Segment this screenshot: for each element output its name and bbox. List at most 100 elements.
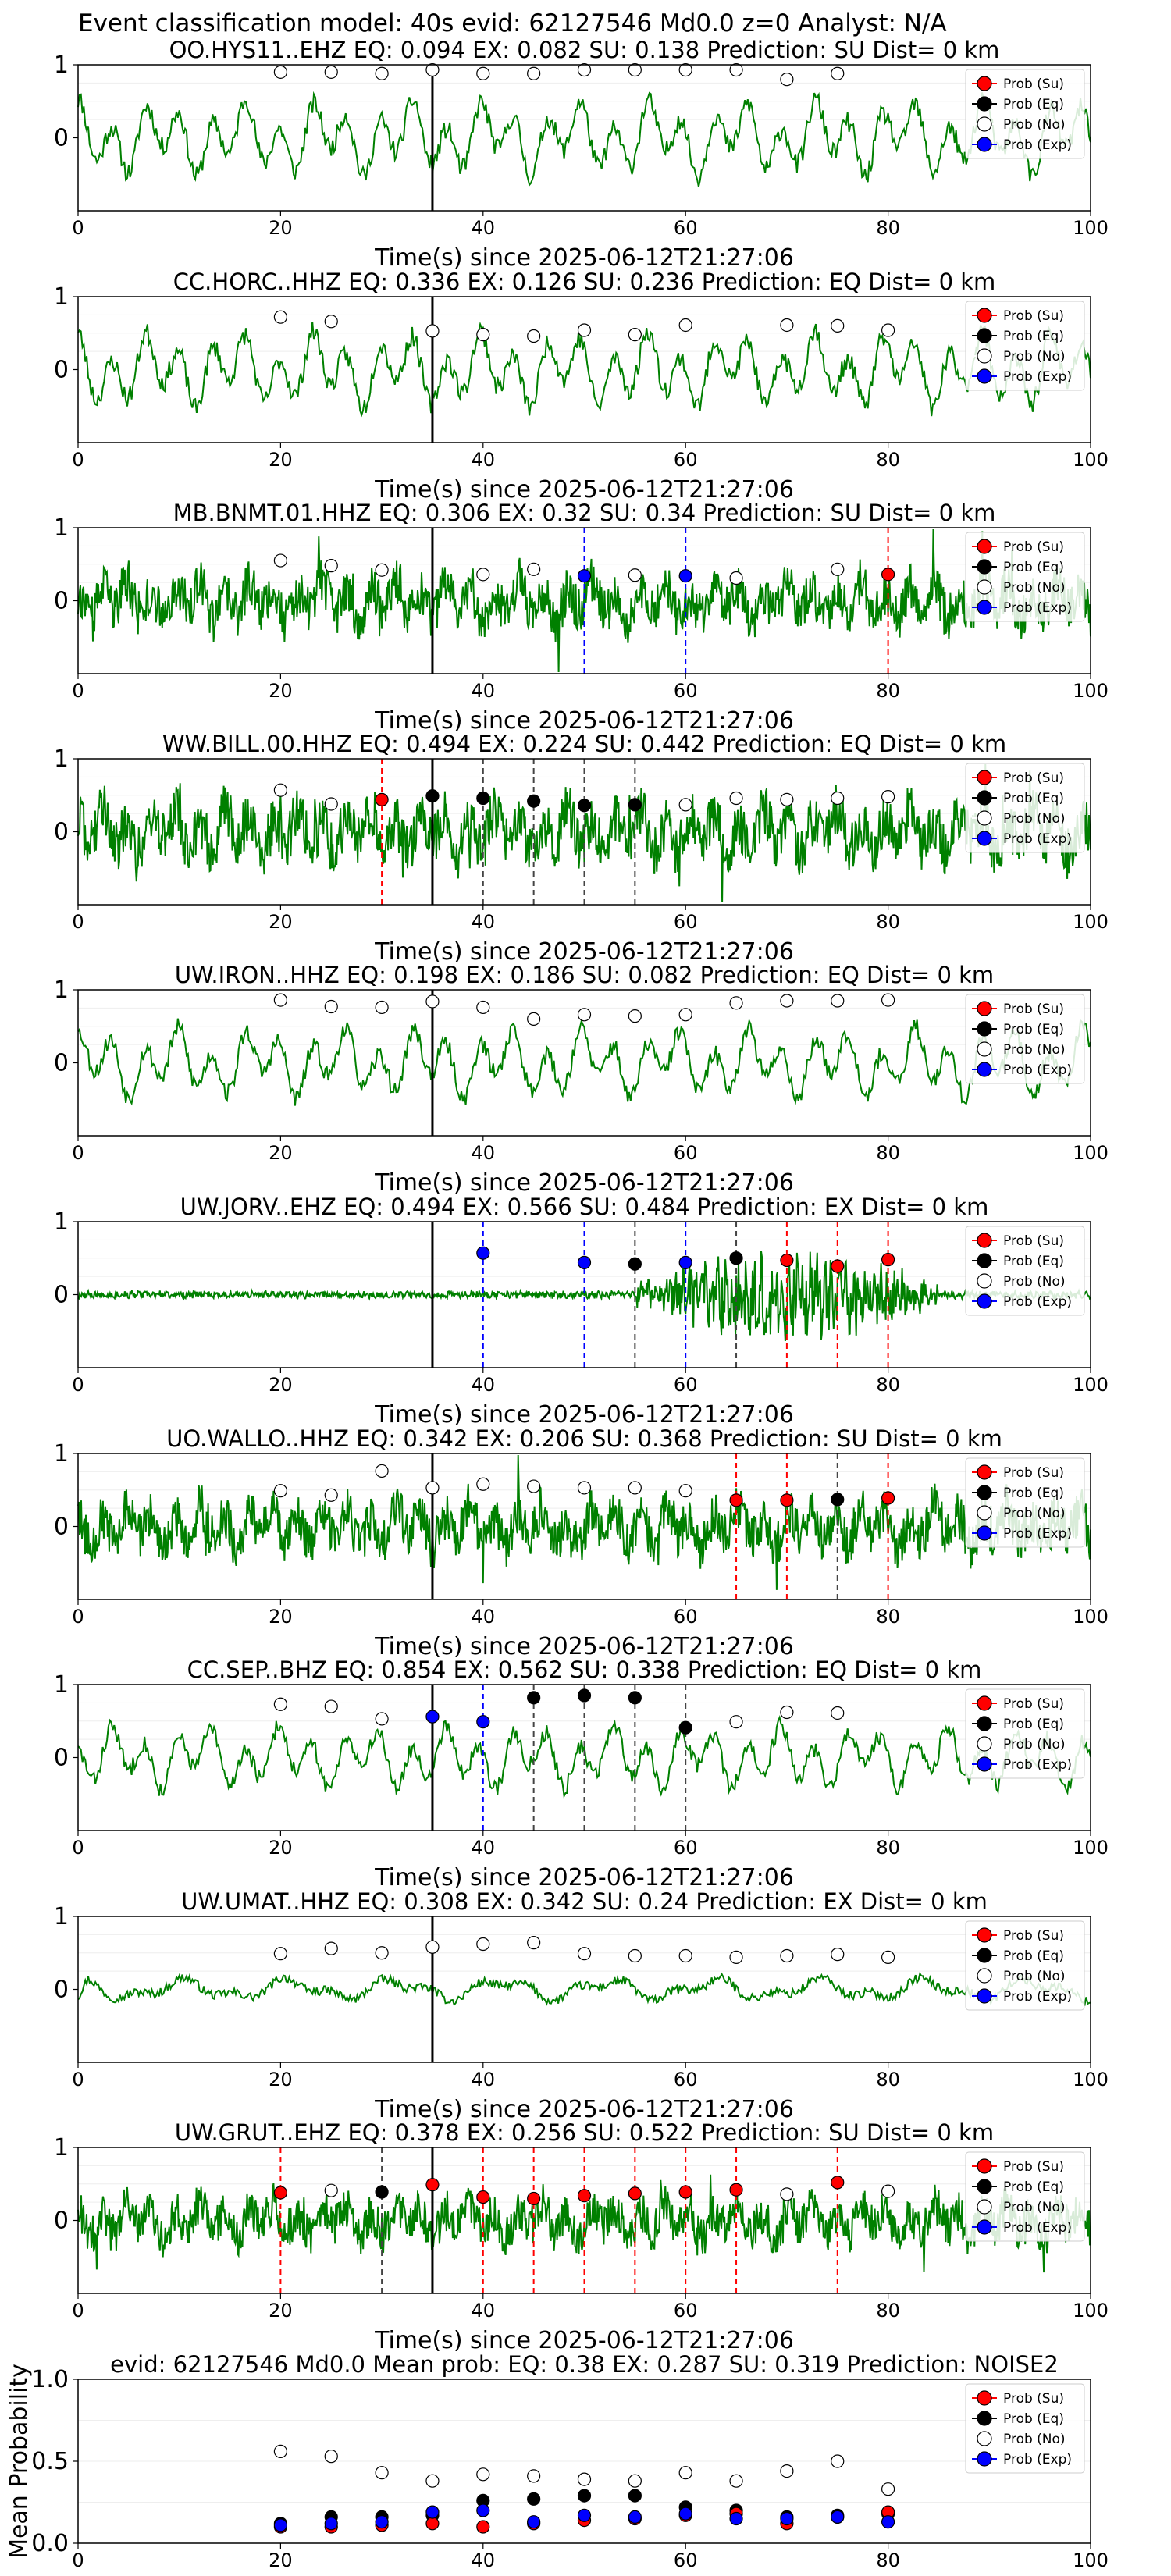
prob-marker-no [678,62,692,77]
y-tick-label: 0.0 [31,2530,69,2557]
x-axis-label: Time(s) since 2025-06-12T21:27:06 [374,2096,794,2123]
prob-marker-no [375,66,389,80]
prob-marker-su [678,2185,692,2199]
mean-marker-exp [527,2515,541,2529]
prob-marker-no [780,318,794,333]
legend-marker [977,1948,992,1963]
prob-marker-no [527,66,541,80]
legend-marker [977,1233,992,1248]
legend-box [965,994,1085,1084]
x-axis-label: Time(s) since 2025-06-12T21:27:06 [374,476,794,503]
legend-label: Prob (Eq) [1003,329,1064,344]
legend-marker [977,2158,992,2174]
legend-label: Prob (Su) [1003,2159,1064,2175]
legend-label: Prob (Exp) [1003,1757,1072,1773]
prob-marker-no [273,1947,287,1961]
prob-marker-su [780,1253,794,1268]
x-tick-label: 0 [72,2300,84,2322]
legend-label: Prob (No) [1003,1506,1066,1521]
legend-10: Prob (Su) Prob (Eq) Prob (No) Prob (Exp) [965,2383,1085,2474]
prob-marker-no [628,1948,642,1963]
prob-marker-exp [678,569,692,583]
prob-marker-no [881,323,895,337]
prob-marker-no [527,562,541,576]
legend-label: Prob (Eq) [1003,791,1064,806]
legend-box [965,1688,1085,1779]
legend-label: Prob (Eq) [1003,1022,1064,1037]
legend-marker [977,1001,992,1016]
x-tick-label: 80 [876,1837,900,1859]
legend-9: Prob (Su) Prob (Eq) Prob (No) Prob (Exp) [965,2151,1085,2242]
legend-label: Prob (Su) [1003,1233,1064,1249]
x-tick-label: 0 [72,1606,84,1628]
legend-marker [977,2431,992,2446]
legend-label: Prob (No) [1003,811,1066,827]
mean-marker-exp [476,2503,490,2517]
x-tick-label: 0 [72,911,84,933]
waveform-trace [77,321,1091,418]
legend-label: Prob (Eq) [1003,2179,1064,2195]
prob-marker-su [628,2186,642,2201]
prob-marker-no [273,993,287,1007]
prob-marker-no [527,1936,541,1950]
legend-label: Prob (Su) [1003,76,1064,92]
x-tick-label: 60 [674,2069,698,2090]
y-tick-label: 0 [54,125,69,152]
legend-marker [977,328,992,343]
legend-box [965,301,1085,391]
prob-marker-su [273,2186,287,2200]
legend-marker [977,348,992,364]
prob-marker-no [678,318,692,333]
y-tick-label: 0 [54,1050,69,1077]
prob-marker-no [628,1009,642,1023]
legend-marker [977,1485,992,1500]
prob-marker-no [729,571,743,585]
y-axis-label: Mean Probability [5,2364,33,2559]
prob-marker-no [273,783,287,797]
x-tick-label: 20 [269,217,293,239]
prob-marker-no [476,66,490,80]
legend-marker [977,1505,992,1521]
legend-marker [977,368,992,384]
prob-marker-su [881,1491,895,1505]
panel-title: UO.WALLO..HHZ EQ: 0.342 EX: 0.206 SU: 0.… [166,1425,1002,1452]
mean-marker-eq [527,2492,541,2506]
legend-label: Prob (Eq) [1003,560,1064,575]
mean-marker-eq [577,2489,592,2503]
prob-marker-no [780,2187,794,2201]
x-tick-label: 60 [674,1606,698,1628]
legend-box [965,1920,1085,2011]
prob-marker-su [729,1493,743,1507]
legend-label: Prob (Su) [1003,770,1064,786]
y-tick-label: 0 [54,1282,69,1309]
legend-marker [977,1756,992,1772]
y-tick-label: 0 [54,588,69,615]
x-axis-label: Time(s) since 2025-06-12T21:27:06 [374,1169,794,1197]
legend-marker [977,1021,992,1037]
prob-marker-no [831,318,845,333]
mean-marker-no [628,2474,642,2488]
waveform-trace [77,1971,1091,2007]
mean-marker-no [425,2474,440,2488]
prob-marker-eq [628,1691,642,1705]
prob-marker-su [780,1493,794,1507]
prob-marker-no [577,323,592,337]
prob-marker-no [476,1477,490,1491]
mean-marker-exp [678,2507,692,2521]
legend-box [965,2383,1085,2474]
prob-marker-eq [628,1257,642,1271]
prob-marker-no [780,994,794,1008]
prob-marker-no [628,568,642,582]
legend-7: Prob (Su) Prob (Eq) Prob (No) Prob (Exp) [965,1688,1085,1779]
legend-label: Prob (No) [1003,1969,1066,1984]
legend-label: Prob (Su) [1003,1928,1064,1944]
prob-marker-no [476,328,490,342]
legend-label: Prob (Eq) [1003,1485,1064,1501]
prob-marker-su [375,792,389,806]
x-tick-label: 20 [269,2300,293,2322]
prob-marker-no [831,1706,845,1720]
x-tick-label: 80 [876,2549,900,2571]
legend-2: Prob (Su) Prob (Eq) Prob (No) Prob (Exp) [965,532,1085,622]
prob-marker-eq [527,1691,541,1705]
